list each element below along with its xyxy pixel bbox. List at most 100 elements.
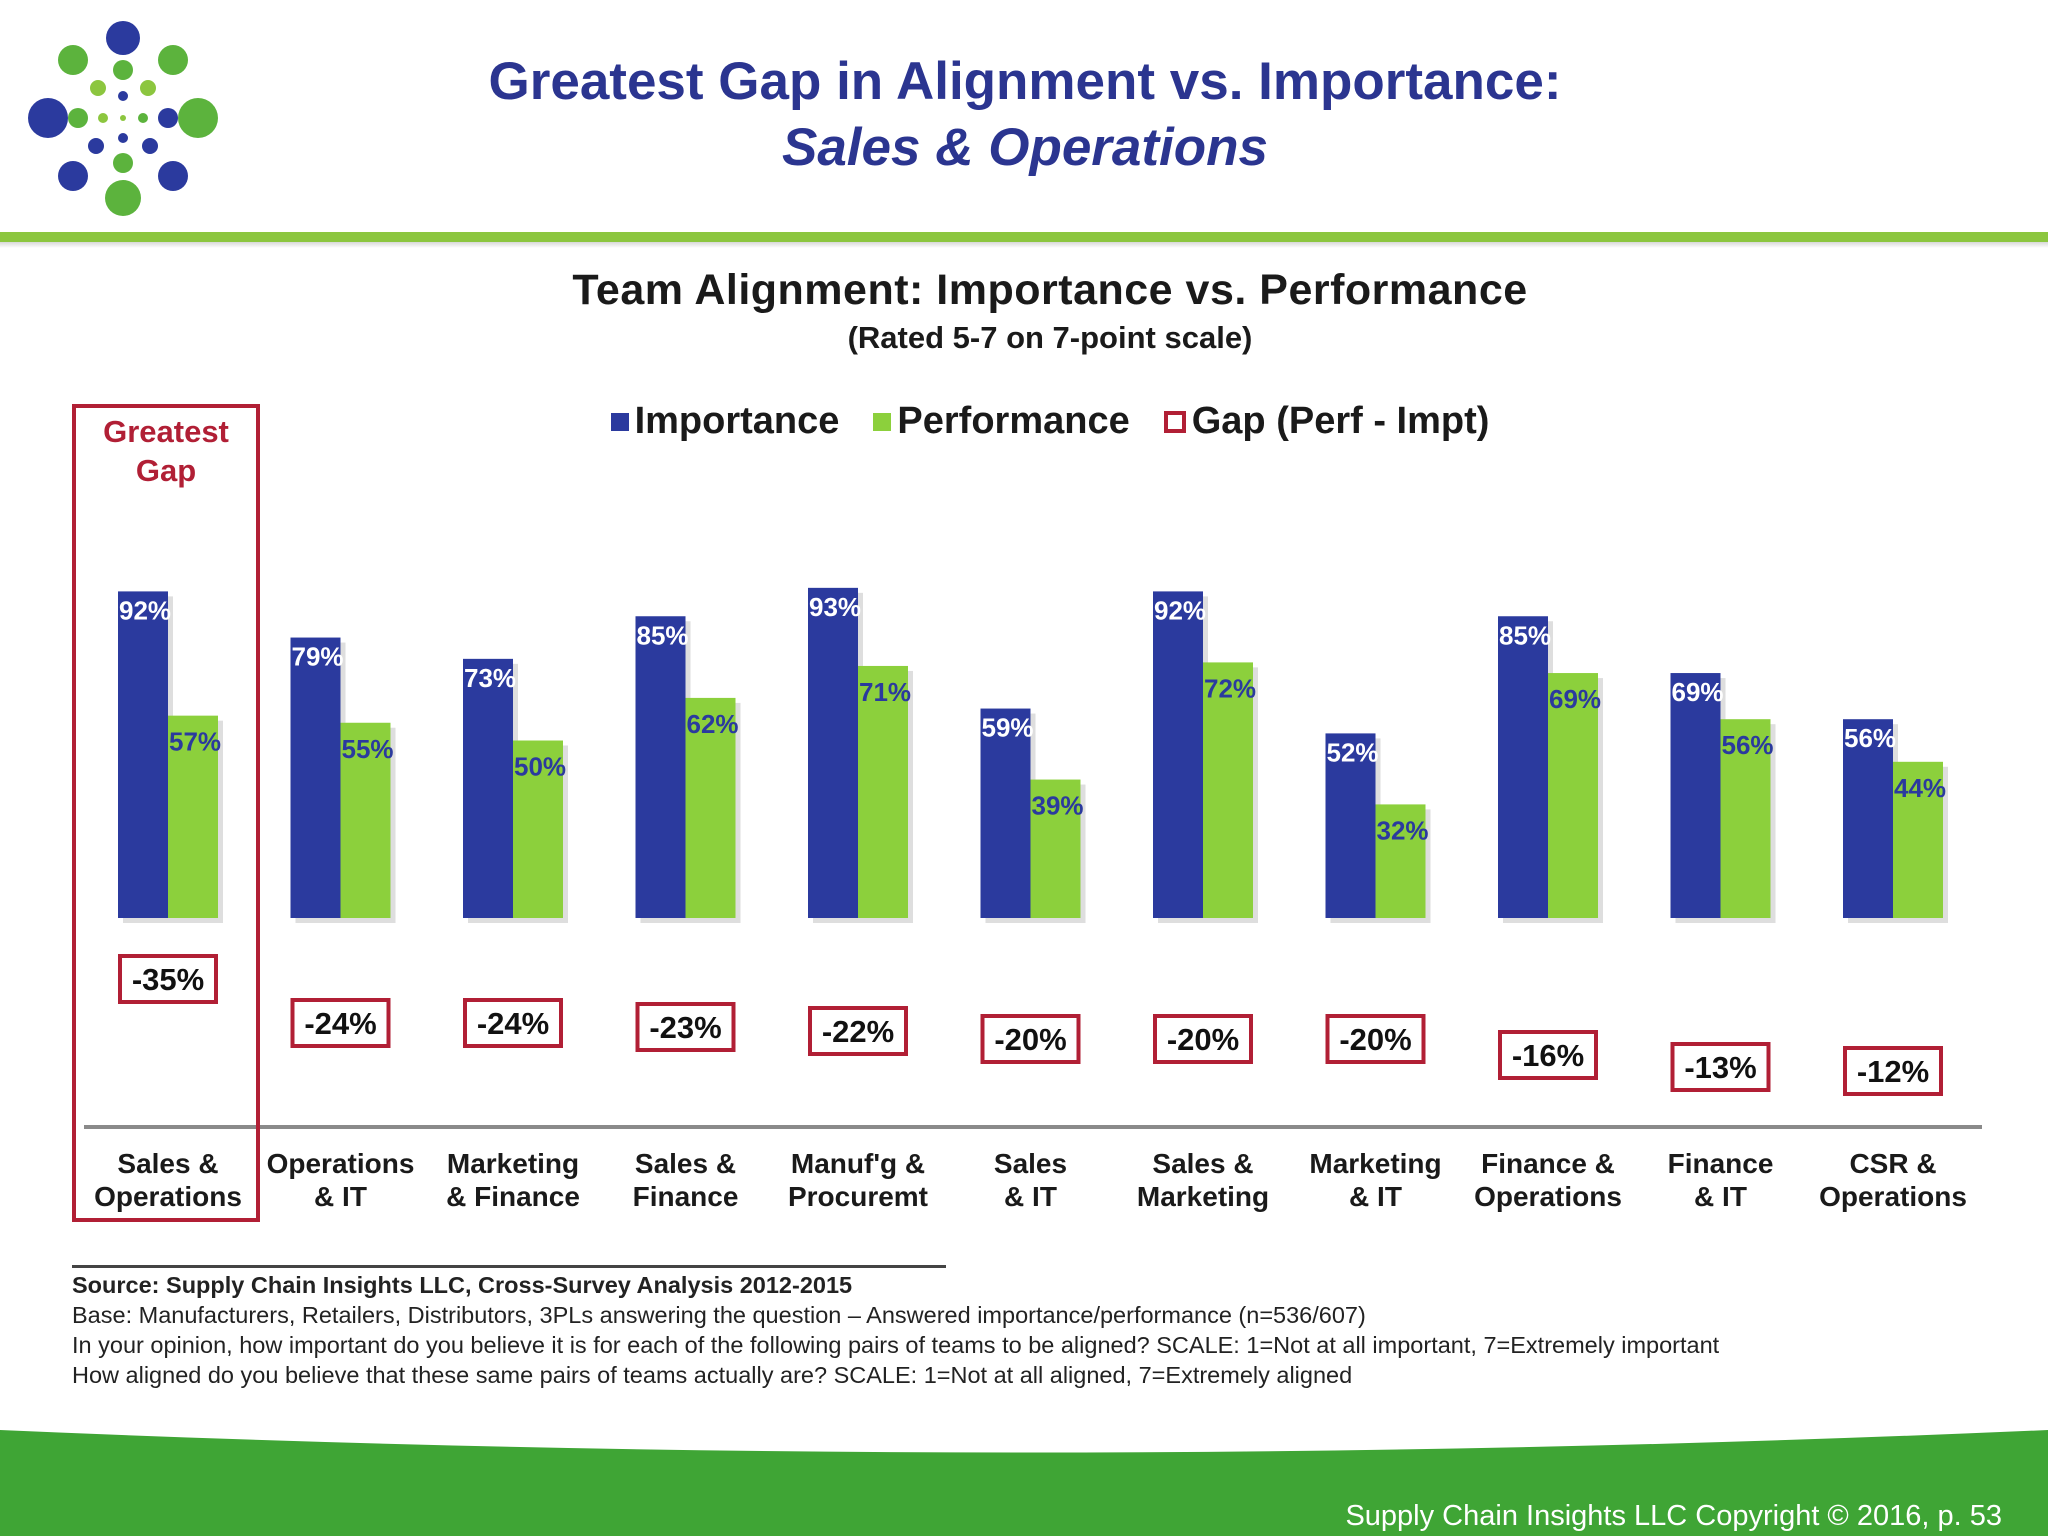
- x-axis-label: Procuremt: [788, 1181, 928, 1212]
- source-line-1: Source: Supply Chain Insights LLC, Cross…: [72, 1272, 853, 1298]
- importance-bar: [1843, 719, 1893, 918]
- gap-value-label: -20%: [994, 1022, 1066, 1057]
- chart-subtitle: (Rated 5-7 on 7-point scale): [847, 320, 1253, 355]
- x-axis-label: Sales &: [1152, 1148, 1253, 1179]
- header-divider: [0, 232, 2048, 242]
- importance-value-label: 92%: [1154, 595, 1206, 625]
- performance-value-label: 32%: [1377, 815, 1429, 845]
- greatest-gap-label: Greatest Gap: [72, 412, 260, 490]
- chart-title: Team Alignment: Importance vs. Performan…: [572, 266, 1528, 314]
- gap-box: [635, 1002, 736, 1052]
- slide-title: Greatest Gap in Alignment vs. Importance…: [488, 52, 1562, 111]
- importance-bar: [290, 637, 341, 918]
- x-axis-label: Operations: [1819, 1181, 1967, 1212]
- gap-box: [118, 954, 218, 1004]
- source-line-4: How aligned do you believe that these sa…: [72, 1362, 1353, 1388]
- importance-bar: [808, 587, 858, 918]
- performance-bar: [1548, 673, 1598, 918]
- x-axis-label: CSR &: [1849, 1148, 1936, 1179]
- gap-value-label: -20%: [1339, 1022, 1411, 1057]
- importance-bar: [980, 708, 1031, 918]
- greatest-gap-label-line1: Greatest: [103, 414, 229, 449]
- gap-box: [1843, 1046, 1943, 1096]
- x-axis-label: Sales &: [635, 1148, 736, 1179]
- performance-value-label: 72%: [1204, 673, 1256, 703]
- legend-item-gap: Gap (Perf - Impt): [1163, 400, 1490, 443]
- performance-value-label: 69%: [1549, 684, 1601, 714]
- importance-bar: [118, 591, 168, 918]
- gap-value-label: -35%: [132, 962, 204, 997]
- gap-value-label: -16%: [1512, 1038, 1584, 1073]
- performance-value-label: 56%: [1722, 730, 1774, 760]
- importance-value-label: 52%: [1327, 737, 1379, 767]
- header-divider-shadow: [0, 242, 2048, 248]
- x-axis-label: Marketing: [1137, 1181, 1269, 1212]
- legend-swatch-gap: [1163, 410, 1186, 433]
- x-axis-label: Sales: [994, 1148, 1067, 1179]
- performance-value-label: 44%: [1894, 773, 1946, 803]
- gap-box: [808, 1006, 908, 1056]
- importance-value-label: 93%: [809, 592, 861, 622]
- gap-value-label: -23%: [649, 1010, 721, 1045]
- gap-value-label: -13%: [1684, 1050, 1756, 1085]
- gap-value-label: -12%: [1857, 1054, 1929, 1089]
- x-axis-label: Marketing: [447, 1148, 579, 1179]
- performance-bar: [1203, 662, 1253, 918]
- performance-bar: [168, 715, 218, 918]
- x-axis-label: & IT: [1004, 1181, 1057, 1212]
- performance-bar: [1030, 779, 1081, 918]
- x-axis-label: Manuf'g &: [791, 1148, 925, 1179]
- legend-label-gap: Gap (Perf - Impt): [1191, 400, 1490, 442]
- importance-value-label: 85%: [637, 620, 689, 650]
- legend-label-importance: Importance: [634, 400, 840, 442]
- performance-bar: [685, 697, 736, 918]
- legend-swatch-performance: [873, 412, 892, 431]
- gap-box: [1670, 1042, 1771, 1092]
- performance-value-label: 62%: [687, 709, 739, 739]
- importance-bar: [1325, 733, 1376, 918]
- x-axis-label: & IT: [1694, 1181, 1747, 1212]
- importance-value-label: 85%: [1499, 620, 1551, 650]
- performance-bar: [858, 665, 908, 918]
- legend-label-performance: Performance: [897, 400, 1130, 442]
- performance-value-label: 55%: [342, 734, 394, 764]
- source-divider: [72, 1265, 946, 1268]
- importance-bar: [1670, 673, 1721, 918]
- x-axis-label: Operations: [94, 1181, 242, 1212]
- importance-value-label: 92%: [119, 595, 171, 625]
- x-axis-label: Finance: [633, 1181, 739, 1212]
- importance-value-label: 56%: [1844, 723, 1896, 753]
- x-axis-label: Operations: [1474, 1181, 1622, 1212]
- performance-bar: [1720, 719, 1771, 918]
- x-axis-label: Marketing: [1309, 1148, 1441, 1179]
- importance-bar: [1153, 591, 1203, 918]
- x-axis-label: & IT: [1349, 1181, 1402, 1212]
- legend-item-performance: Performance: [873, 400, 1130, 443]
- company-logo: [28, 21, 218, 216]
- gap-value-label: -22%: [822, 1014, 894, 1049]
- performance-bar: [340, 722, 391, 918]
- gap-box: [1498, 1030, 1598, 1080]
- importance-value-label: 79%: [292, 642, 344, 672]
- importance-value-label: 59%: [982, 713, 1034, 743]
- source-line-3: In your opinion, how important do you be…: [72, 1332, 1720, 1358]
- chart-legend: Importance Performance Gap (Perf - Impt): [0, 400, 2048, 443]
- importance-bar: [635, 616, 686, 918]
- gap-box: [1325, 1014, 1426, 1064]
- performance-bar: [1375, 804, 1426, 918]
- performance-value-label: 50%: [514, 752, 566, 782]
- importance-bar: [1498, 616, 1548, 918]
- gap-box: [290, 998, 391, 1048]
- gap-box: [463, 998, 563, 1048]
- footer-band: [0, 1430, 2048, 1536]
- importance-value-label: 73%: [464, 663, 516, 693]
- x-axis-label: Sales &: [117, 1148, 218, 1179]
- gap-value-label: -20%: [1167, 1022, 1239, 1057]
- performance-bar: [513, 740, 563, 918]
- performance-value-label: 57%: [169, 727, 221, 757]
- gap-box: [980, 1014, 1081, 1064]
- x-axis-label: Finance: [1668, 1148, 1774, 1179]
- source-line-2: Base: Manufacturers, Retailers, Distribu…: [72, 1302, 1366, 1328]
- gap-box: [1153, 1014, 1253, 1064]
